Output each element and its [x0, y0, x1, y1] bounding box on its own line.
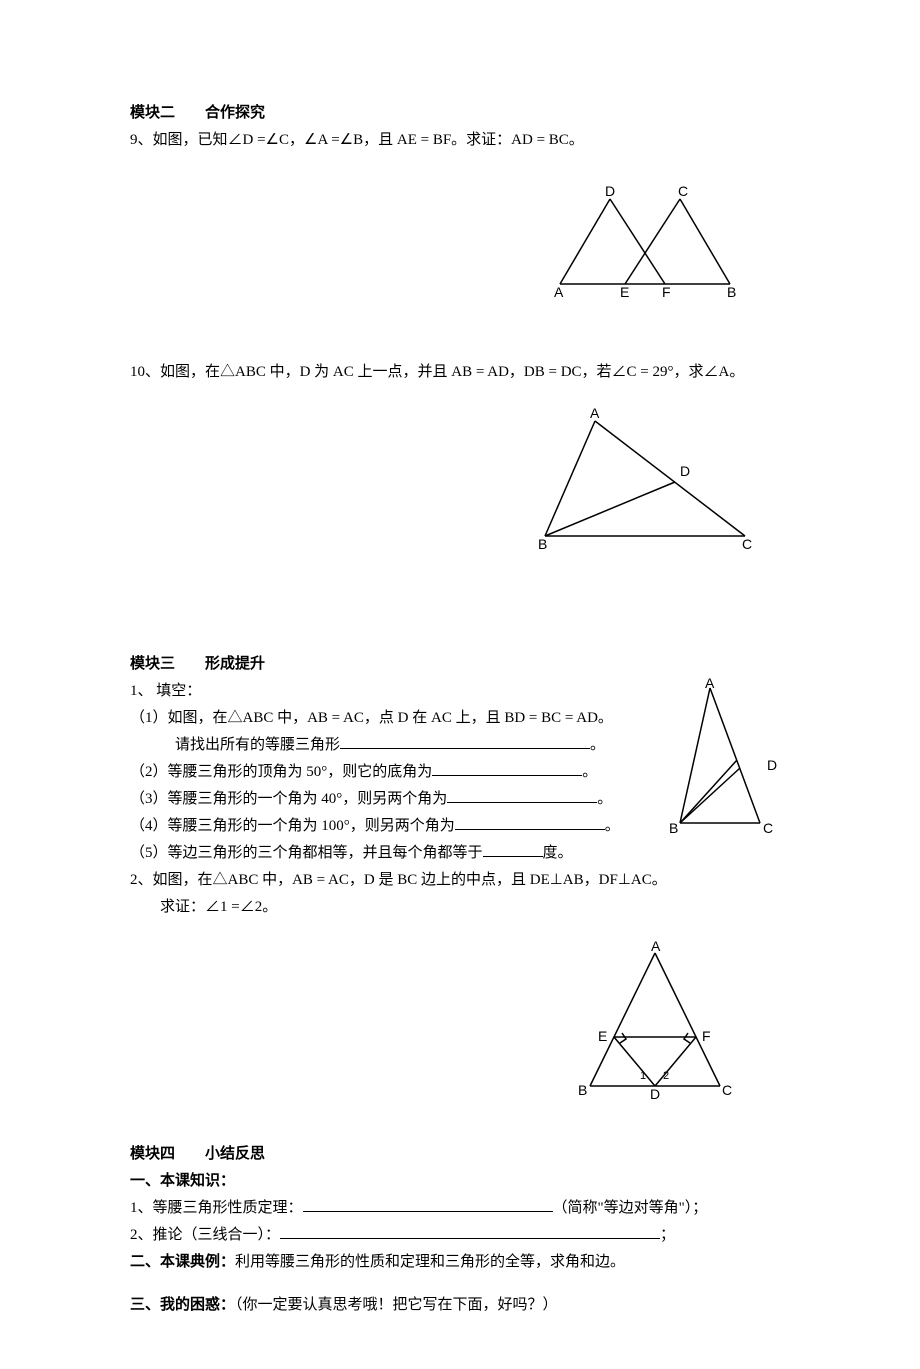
blank-corollary [280, 1224, 660, 1239]
svg-text:1: 1 [640, 1070, 646, 1082]
svg-text:D: D [767, 757, 777, 773]
m4-s3: 三、我的困惑：（你一定要认真思考哦！把它写在下面，好吗？） [130, 1292, 790, 1319]
q9-text: 9、如图，已知∠D =∠C，∠A =∠B，且 AE = BF。求证：AD = B… [130, 127, 790, 154]
svg-text:F: F [662, 284, 671, 299]
blank-1 [340, 734, 590, 749]
svg-text:D: D [650, 1086, 660, 1101]
module2-header: 模块二 合作探究 [130, 100, 790, 127]
m4-s1-1: 1、等腰三角形性质定理：（简称"等边对等角"）； [130, 1195, 790, 1222]
svg-text:E: E [598, 1028, 607, 1044]
svg-text:B: B [669, 820, 678, 836]
m4-s2: 二、本课典例：利用等腰三角形的性质和定理和三角形的全等，求角和边。 [130, 1249, 790, 1276]
svg-text:B: B [727, 284, 736, 299]
m3-q2-figure: A B C D E F 1 2 [130, 941, 790, 1111]
svg-text:A: A [651, 941, 661, 954]
blank-4 [455, 815, 605, 830]
blank-2 [432, 761, 582, 776]
svg-text:B: B [578, 1082, 587, 1098]
q10-figure: A D B C [130, 406, 790, 561]
m3-q2b: 求证：∠1 =∠2。 [130, 894, 790, 921]
svg-text:C: C [722, 1082, 732, 1098]
m3-q2a: 2、如图，在△ABC 中，AB = AC，D 是 BC 边上的中点，且 DE⊥A… [130, 867, 790, 894]
svg-text:B: B [538, 536, 547, 551]
m4-s1-2: 2、推论（三线合一）：； [130, 1222, 790, 1249]
svg-text:D: D [605, 184, 615, 199]
svg-text:A: A [554, 284, 564, 299]
module3-header: 模块三 形成提升 [130, 651, 790, 678]
svg-text:2: 2 [663, 1070, 669, 1082]
svg-text:D: D [680, 463, 690, 479]
m3-q1-figure: A D B C [665, 678, 790, 848]
q10-text: 10、如图，在△ABC 中，D 为 AC 上一点，并且 AB = AD，DB =… [130, 359, 790, 386]
svg-text:C: C [678, 184, 688, 199]
blank-theorem [303, 1197, 553, 1212]
module4-header: 模块四 小结反思 [130, 1141, 790, 1168]
q9-figure: D C A E F B [130, 184, 790, 309]
blank-5 [483, 842, 543, 857]
blank-3 [447, 788, 597, 803]
svg-text:C: C [742, 536, 752, 551]
svg-text:A: A [590, 406, 600, 421]
svg-text:A: A [705, 678, 715, 691]
svg-text:C: C [763, 820, 773, 836]
svg-text:F: F [702, 1028, 711, 1044]
m4-s1: 一、本课知识： [130, 1168, 790, 1195]
svg-text:E: E [620, 284, 629, 299]
